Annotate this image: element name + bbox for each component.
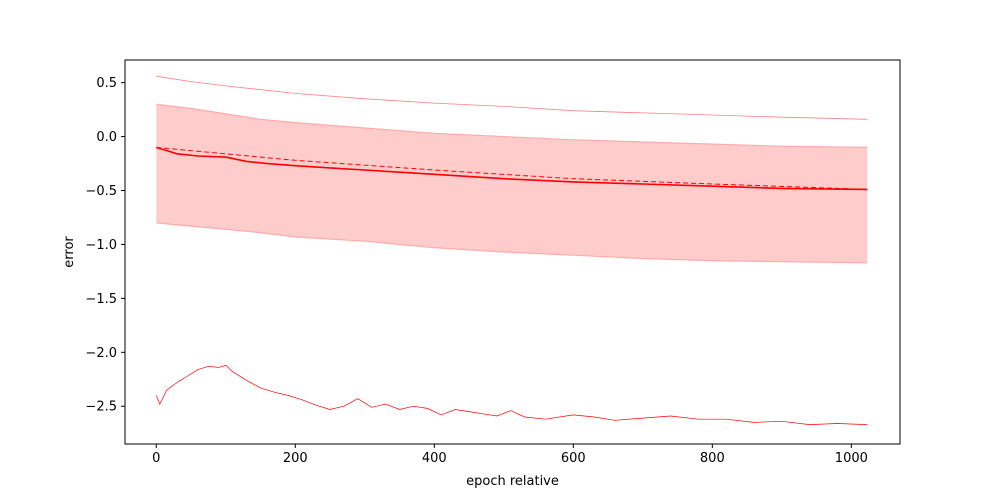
y-tick-label: 0.0	[96, 130, 117, 145]
plot-area	[155, 75, 868, 425]
x-axis-label: epoch relative	[466, 474, 559, 489]
y-axis-ticks: 0.5 0.0 −0.5 −1.0 −1.5 −2.0 −2.5	[85, 76, 125, 415]
mean-error-line	[156, 146, 868, 191]
y-tick-label: −2.0	[85, 346, 117, 361]
x-tick-label: 600	[561, 451, 586, 466]
min-error-line	[155, 364, 868, 425]
x-tick-label: 1000	[835, 451, 868, 466]
band-upper-edge	[156, 103, 868, 148]
y-tick-label: −1.5	[85, 292, 117, 307]
plot-frame	[124, 59, 901, 445]
band-lower-edge	[156, 222, 868, 264]
y-tick-label: −2.5	[85, 400, 117, 415]
x-tick-label: 800	[700, 451, 725, 466]
trend-dashed-line	[156, 146, 868, 190]
x-axis-ticks: 0 200 400 600 800 1000	[152, 444, 868, 466]
y-axis-label: error	[62, 236, 77, 268]
x-tick-label: 200	[283, 451, 308, 466]
y-tick-label: −0.5	[85, 184, 117, 199]
x-tick-label: 400	[422, 451, 447, 466]
y-tick-label: −1.0	[85, 238, 117, 253]
y-tick-label: 0.5	[96, 76, 117, 91]
max-error-line	[156, 75, 868, 120]
x-tick-label: 0	[152, 451, 160, 466]
